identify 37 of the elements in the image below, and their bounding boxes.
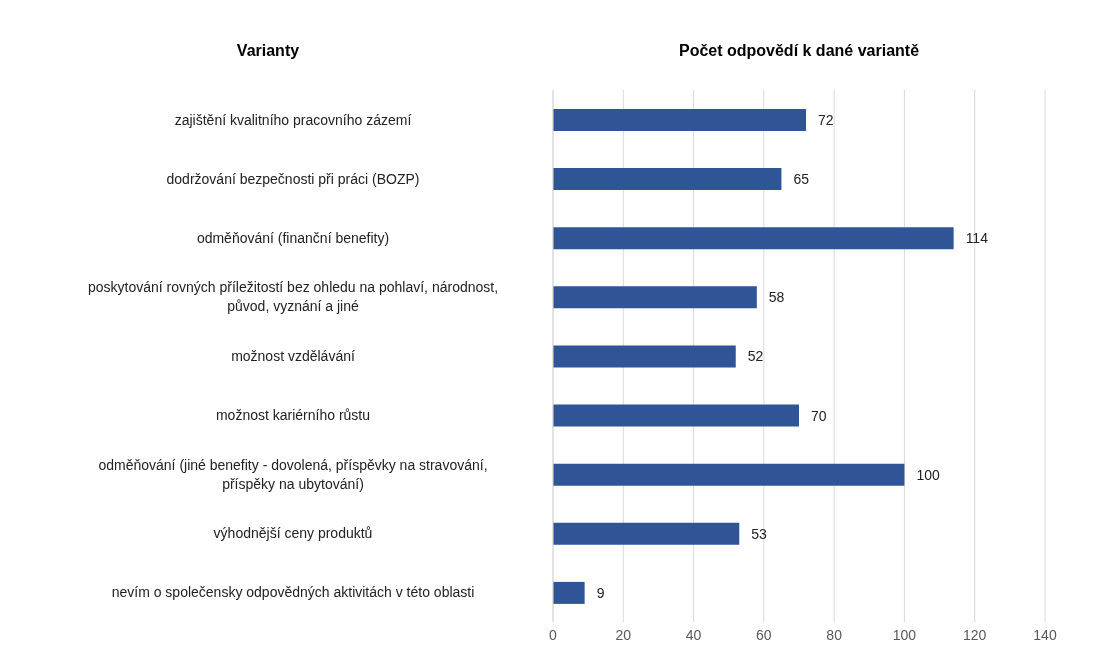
bar xyxy=(553,404,799,427)
y-axis-title: Varianty xyxy=(235,42,301,60)
x-tick-label: 60 xyxy=(756,626,772,643)
bar xyxy=(553,345,736,368)
data-label: 52 xyxy=(747,348,764,365)
y-tick-label: možnost kariérního růstu xyxy=(215,407,371,424)
x-tick-label: 0 xyxy=(549,626,558,643)
y-tick-label: výhodnější ceny produktů xyxy=(213,525,373,542)
y-tick-label: možnost vzdělávání xyxy=(231,348,355,364)
data-label: 114 xyxy=(965,230,989,247)
x-tick-label: 20 xyxy=(615,626,632,643)
bar xyxy=(553,227,954,250)
y-tick-label: zajištění kvalitního pracovního zázemí xyxy=(174,111,412,128)
data-label: 72 xyxy=(818,111,834,128)
x-tick-label: 40 xyxy=(685,626,702,643)
data-label: 70 xyxy=(811,407,827,424)
data-label: 65 xyxy=(793,171,810,188)
x-tick-label: 100 xyxy=(892,626,917,643)
y-tick-label: odměňování (finanční benefity) xyxy=(196,229,390,246)
y-tick-label: poskytování rovných příležitostí bez ohledu na pohlaví, národnost, původ, vyznání a jiné xyxy=(87,279,499,315)
bar xyxy=(553,109,807,131)
x-tick-label: 140 xyxy=(1033,626,1057,643)
chart-title: Počet odpovědí k dané variantě xyxy=(677,42,921,60)
data-label: 58 xyxy=(768,289,785,306)
x-tick-label: 80 xyxy=(826,626,843,643)
bar xyxy=(553,168,782,191)
bar xyxy=(553,463,905,486)
y-tick-label: nevím o společensky odpovědných aktivitách v této oblasti xyxy=(111,584,475,601)
data-label: 53 xyxy=(751,525,768,542)
bar xyxy=(553,286,757,309)
data-label: 9 xyxy=(596,584,605,601)
y-tick-label: odměňování (jiné benefity - dovolená, příspěvky na stravování, příspěky na ubytování) xyxy=(98,456,488,492)
bar xyxy=(553,581,585,604)
y-tick-label: dodržování bezpečnosti při práci (BOZP) xyxy=(166,170,420,187)
x-tick-label: 120 xyxy=(963,626,987,643)
data-label: 100 xyxy=(916,466,940,483)
bar xyxy=(553,522,740,545)
